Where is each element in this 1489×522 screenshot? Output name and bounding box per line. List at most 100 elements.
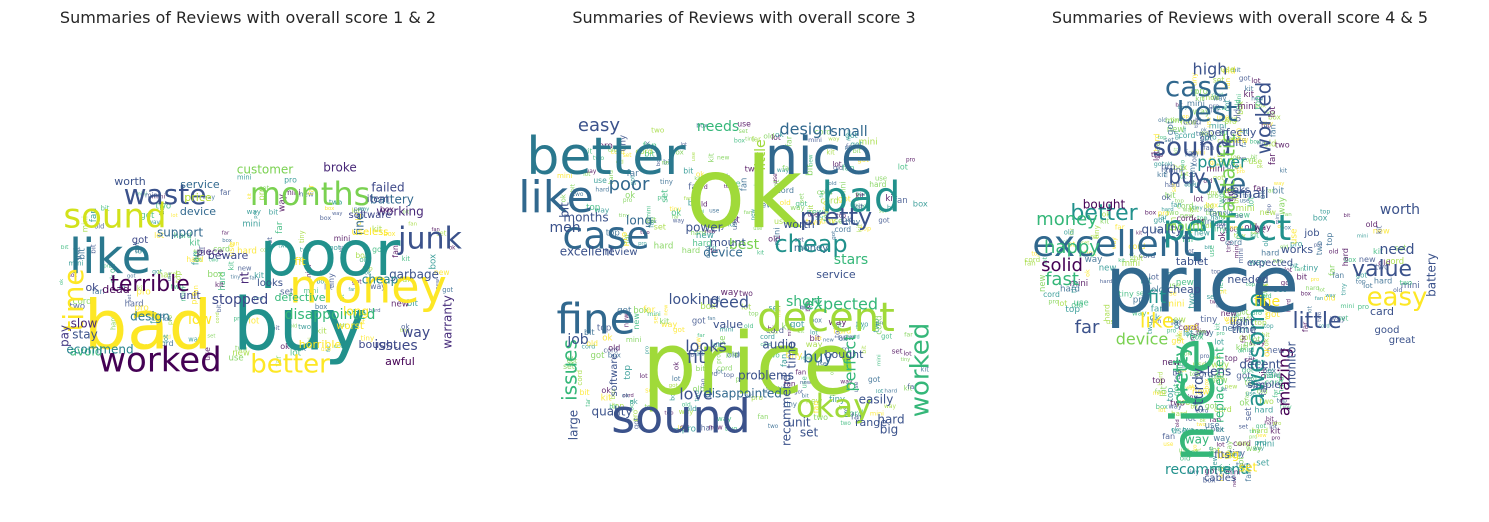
filler-word: got xyxy=(1178,368,1187,374)
filler-word: mini xyxy=(1187,98,1205,108)
filler-word: use xyxy=(167,272,173,281)
cloud-word: battery xyxy=(370,193,414,207)
filler-word: tiny xyxy=(829,394,845,404)
cloud-word: small xyxy=(1231,186,1268,202)
filler-word: use xyxy=(1248,157,1262,166)
filler-word: bit xyxy=(1165,190,1177,200)
filler-word: tiny xyxy=(901,357,911,363)
filler-word: kit xyxy=(584,148,593,156)
filler-word: old xyxy=(1244,222,1257,232)
filler-word: kit xyxy=(920,365,929,373)
filler-word: ok xyxy=(722,173,730,180)
filler-word: mini xyxy=(1263,370,1281,380)
filler-word: ok xyxy=(449,246,456,252)
filler-word: two xyxy=(651,125,664,134)
filler-word: bit xyxy=(609,403,618,411)
filler-word: new xyxy=(1225,384,1238,391)
filler-word: new xyxy=(631,313,641,330)
filler-word: two xyxy=(298,322,311,331)
filler-word: bit xyxy=(644,149,655,159)
filler-word: use xyxy=(1221,64,1235,74)
filler-word: cord xyxy=(1194,370,1213,380)
cloud-word: perfectly xyxy=(1208,126,1257,139)
filler-word: tiny xyxy=(1190,72,1199,86)
cloud-word: range xyxy=(855,416,887,429)
filler-word: mini xyxy=(1236,248,1245,263)
filler-word: mini xyxy=(80,216,89,232)
filler-word: set xyxy=(1338,315,1349,323)
filler-word: fan xyxy=(1259,382,1269,396)
cloud-word: decent xyxy=(757,295,895,341)
filler-word: box xyxy=(1263,366,1277,375)
filler-word: got xyxy=(152,269,163,276)
cloud-word: best xyxy=(729,237,760,253)
filler-word: way xyxy=(277,194,287,212)
filler-word: kit xyxy=(1236,342,1247,352)
filler-word: ok xyxy=(365,271,372,277)
filler-word: hard xyxy=(654,242,674,252)
filler-word: got xyxy=(1265,310,1280,320)
cloud-word: worked xyxy=(906,323,936,418)
filler-word: cord xyxy=(1139,251,1156,260)
cloud-word: horrible xyxy=(299,338,342,351)
filler-word: set xyxy=(1226,317,1237,326)
filler-word: far xyxy=(197,245,206,256)
filler-word: new xyxy=(1230,224,1244,232)
filler-word: new xyxy=(693,337,702,352)
filler-word: mini xyxy=(152,194,166,201)
filler-word: mini xyxy=(647,311,661,318)
filler-word: top xyxy=(723,371,734,379)
cloud-word: recommend xyxy=(1165,462,1249,478)
filler-word: cord xyxy=(815,127,832,136)
filler-word: fan xyxy=(1171,201,1182,209)
filler-word: pro xyxy=(1227,162,1240,171)
filler-word: two xyxy=(806,218,822,228)
filler-word: pro xyxy=(620,232,630,247)
filler-word: two xyxy=(705,369,718,378)
filler-word: new xyxy=(299,190,314,199)
filler-word: old xyxy=(1234,109,1244,122)
filler-word: got xyxy=(133,242,141,253)
filler-word: cord xyxy=(817,188,833,197)
cloud-word: stars xyxy=(834,252,868,268)
filler-word: mini xyxy=(772,227,782,245)
filler-word: kit xyxy=(298,344,307,352)
cloud-word: case xyxy=(562,214,649,258)
filler-word: old xyxy=(359,255,370,264)
filler-word: way xyxy=(828,318,847,328)
filler-word: mini xyxy=(180,286,188,301)
filler-word: mini xyxy=(1206,165,1225,175)
filler-word: ok xyxy=(1201,128,1207,134)
filler-word: far xyxy=(326,344,332,352)
filler-word: box xyxy=(325,206,336,212)
filler-word: got xyxy=(1205,402,1218,411)
cloud-word: item xyxy=(367,194,390,205)
cloud-word: bad xyxy=(84,287,212,366)
filler-word: got xyxy=(1213,174,1224,182)
filler-word: kit xyxy=(1308,305,1314,313)
filler-word: far xyxy=(1171,317,1183,327)
filler-word: new xyxy=(1232,477,1238,487)
filler-word: old xyxy=(1257,387,1268,396)
cloud-word: buy xyxy=(803,348,833,367)
filler-word: cord xyxy=(582,344,596,351)
filler-word: got xyxy=(1281,279,1293,287)
filler-word: mini xyxy=(557,171,572,180)
filler-word: kit xyxy=(1243,90,1254,100)
cloud-word: pay xyxy=(58,325,72,347)
filler-word: top xyxy=(597,323,612,333)
filler-word: way xyxy=(1224,315,1238,323)
filler-word: kit xyxy=(1245,84,1254,93)
filler-word: cord xyxy=(1177,201,1194,210)
cloud-word: customer xyxy=(237,163,294,177)
filler-word: bit xyxy=(1290,261,1299,269)
filler-word: pro xyxy=(1255,438,1268,447)
cloud-word: excellent xyxy=(560,245,615,259)
filler-word: tiny xyxy=(1206,209,1219,217)
filler-word: mini xyxy=(1236,94,1243,107)
cloud-word: battery xyxy=(1425,253,1439,297)
filler-word: pro xyxy=(1048,297,1059,305)
filler-word: old xyxy=(354,213,363,225)
filler-word: got xyxy=(140,211,155,221)
filler-word: bit xyxy=(768,325,777,333)
